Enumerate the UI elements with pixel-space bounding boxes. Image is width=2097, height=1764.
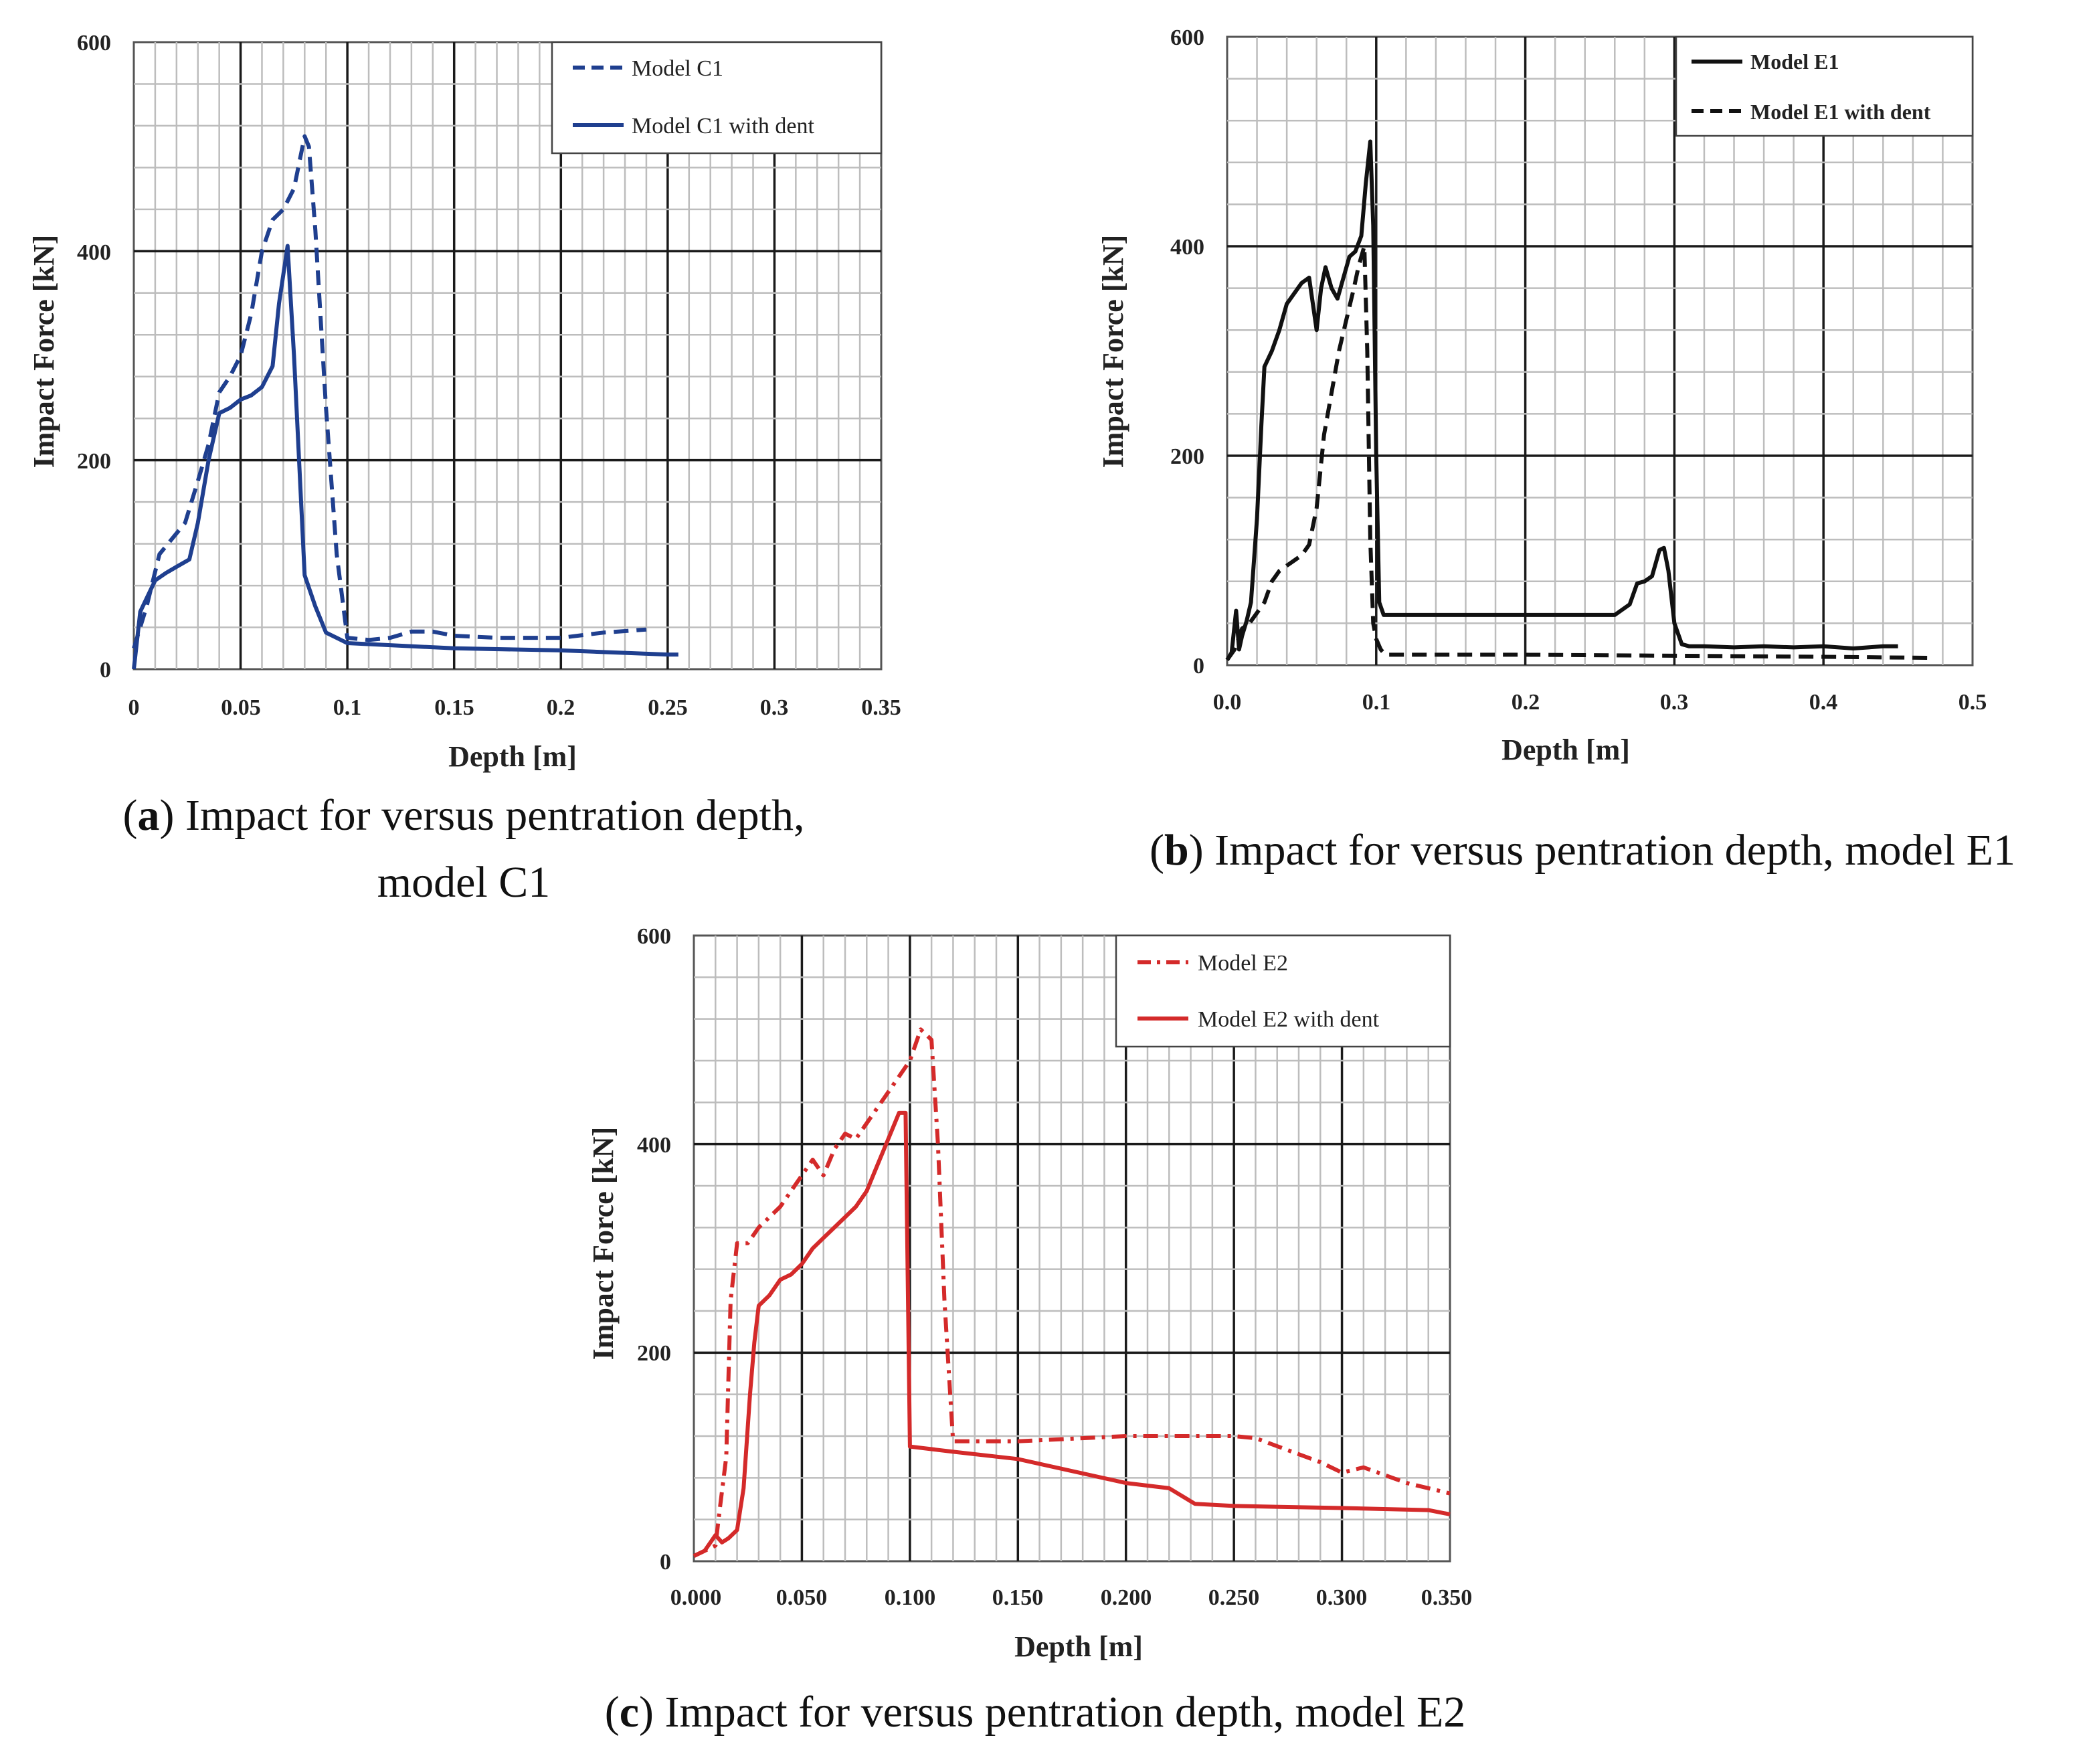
series-line-c-model-e2-with-dent [693, 1110, 1451, 1558]
series-lines-a [132, 134, 678, 670]
x-tick-label: 0 [128, 695, 140, 720]
x-tick-label: 0.350 [1421, 1585, 1473, 1610]
series-line-a-model-c1-with-dent [132, 244, 678, 670]
y-axis-label-a: Impact Force [kN] [27, 235, 60, 468]
legend-label-model-e2-dent: Model E2 with dent [1198, 1007, 1380, 1032]
legend-box-c [1115, 934, 1451, 1048]
caption-text-a: ) Impact for versus pentration depth, [159, 791, 804, 840]
x-tick-label: 0.35 [861, 695, 901, 720]
x-axis-label-a: Depth [m] [448, 740, 577, 773]
x-tick-labels-b: 0.0 0.1 0.2 0.3 0.4 0.5 [1213, 690, 1987, 715]
legend-a: Model C1 Model C1 with dent [551, 41, 883, 155]
plot-area-b [1226, 35, 1974, 667]
legend-label-model-c1: Model C1 [632, 56, 723, 81]
y-tick-label: 200 [637, 1341, 671, 1366]
series-lines-c [693, 1027, 1451, 1558]
y-tick-label: 0 [100, 658, 111, 683]
x-tick-label: 0.100 [885, 1585, 936, 1610]
caption-text-b: ) Impact for versus pentration depth, mo… [1189, 826, 2015, 875]
x-tick-label: 0.1 [333, 695, 362, 720]
x-tick-label: 0.15 [434, 695, 474, 720]
series-line-a-model-c1 [132, 134, 647, 649]
caption-letter-c: c [620, 1688, 639, 1737]
y-tick-label: 400 [637, 1133, 671, 1158]
y-tick-label: 400 [1170, 235, 1204, 260]
x-tick-label: 0.0 [1213, 690, 1242, 715]
x-tick-label: 0.300 [1316, 1585, 1368, 1610]
series-lines-b [1225, 139, 1928, 661]
x-tick-label: 0.25 [648, 695, 688, 720]
x-tick-label: 0.3 [760, 695, 789, 720]
y-tick-label: 0 [660, 1550, 671, 1575]
y-tick-label: 200 [77, 449, 111, 474]
x-tick-label: 0.2 [547, 695, 575, 720]
legend-b: Model E1 Model E1 with dent [1675, 35, 1974, 137]
y-tick-label: 0 [1193, 654, 1204, 679]
caption-a-line2: model C1 [377, 858, 551, 907]
x-tick-label: 0.5 [1958, 690, 1987, 715]
y-axis-label-c: Impact Force [kN] [587, 1127, 620, 1360]
x-tick-label: 0.250 [1208, 1585, 1260, 1610]
legend-label-model-e1: Model E1 [1750, 50, 1839, 74]
chart-panel-a: 0 200 400 600 0 0.05 0.1 0.15 0.2 0.25 0… [27, 31, 901, 907]
y-tick-labels-a: 0 200 400 600 [77, 31, 111, 683]
x-tick-labels-a: 0 0.05 0.1 0.15 0.2 0.25 0.3 0.35 [128, 695, 901, 720]
y-tick-label: 200 [1170, 444, 1204, 469]
caption-a: (a) Impact for versus pentration depth, [122, 791, 804, 840]
caption-letter-a: a [137, 791, 159, 840]
x-tick-label: 0.150 [992, 1585, 1044, 1610]
y-tick-labels-c: 0 200 400 600 [637, 924, 671, 1575]
x-tick-label: 0.000 [670, 1585, 722, 1610]
x-tick-label: 0.2 [1512, 690, 1540, 715]
caption-c: (c) Impact for versus pentration depth, … [605, 1688, 1466, 1737]
x-tick-label: 0.200 [1101, 1585, 1152, 1610]
y-tick-label: 600 [1170, 25, 1204, 50]
legend-box-b [1675, 35, 1974, 137]
y-tick-labels-b: 0 200 400 600 [1170, 25, 1204, 679]
caption-letter-b: b [1164, 826, 1189, 875]
x-tick-labels-c: 0.000 0.050 0.100 0.150 0.200 0.250 0.30… [670, 1585, 1473, 1610]
y-axis-label-b: Impact Force [kN] [1097, 235, 1129, 468]
legend-label-model-e2: Model E2 [1198, 951, 1288, 976]
legend-box-a [551, 41, 883, 155]
gridlines-b [1227, 37, 1973, 665]
series-line-c-model-e2 [693, 1027, 1451, 1558]
caption-b: (b) Impact for versus pentration depth, … [1150, 826, 2015, 875]
x-tick-label: 0.050 [776, 1585, 828, 1610]
y-tick-label: 600 [637, 924, 671, 949]
caption-text-c: ) Impact for versus pentration depth, mo… [639, 1688, 1465, 1737]
x-tick-label: 0.05 [221, 695, 261, 720]
x-axis-label-b: Depth [m] [1501, 733, 1630, 766]
x-tick-label: 0.4 [1809, 690, 1838, 715]
chart-panel-b: 0 200 400 600 0.0 0.1 0.2 0.3 0.4 0.5 De… [1097, 25, 2015, 875]
legend-label-model-e1-dent: Model E1 with dent [1750, 100, 1931, 124]
x-tick-label: 0.1 [1362, 690, 1391, 715]
gridlines-a [134, 42, 881, 669]
y-tick-label: 600 [77, 31, 111, 56]
x-axis-label-c: Depth [m] [1014, 1630, 1143, 1663]
series-line-b-model-e1 [1225, 139, 1898, 661]
legend-label-model-c1-dent: Model C1 with dent [632, 114, 814, 139]
series-line-b-model-e1-with-dent [1225, 244, 1928, 661]
legend-c: Model E2 Model E2 with dent [1115, 934, 1451, 1048]
y-tick-label: 400 [77, 240, 111, 265]
x-tick-label: 0.3 [1660, 690, 1689, 715]
chart-panel-c: 0 200 400 600 0.000 0.050 0.100 0.150 0.… [587, 924, 1472, 1737]
